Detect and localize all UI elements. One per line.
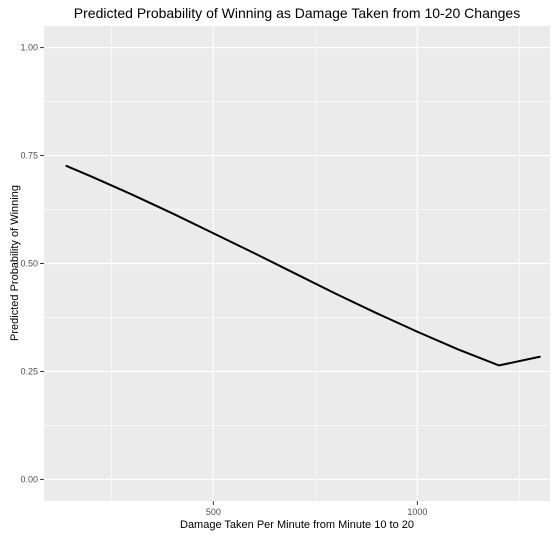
chart-title: Predicted Probability of Winning as Dama…	[74, 5, 520, 21]
x-axis-label: Damage Taken Per Minute from Minute 10 t…	[180, 519, 414, 531]
series-layer	[65, 164, 541, 367]
x-tick-label: 500	[206, 507, 221, 517]
series-line	[65, 164, 541, 367]
y-tick-label: 0.75	[20, 151, 38, 161]
axis-ticks: 500 1000 0.00 0.25 0.50 0.75 1.00	[20, 43, 427, 517]
y-axis-label: Predicted Probability of Winning	[9, 185, 21, 341]
x-tick-label: 1000	[407, 507, 427, 517]
grid-lines	[44, 26, 550, 501]
y-tick-label: 0.25	[20, 366, 38, 376]
y-tick-label: 0.50	[20, 259, 38, 269]
y-tick-label: 1.00	[20, 43, 38, 53]
y-tick-label: 0.00	[20, 474, 38, 484]
